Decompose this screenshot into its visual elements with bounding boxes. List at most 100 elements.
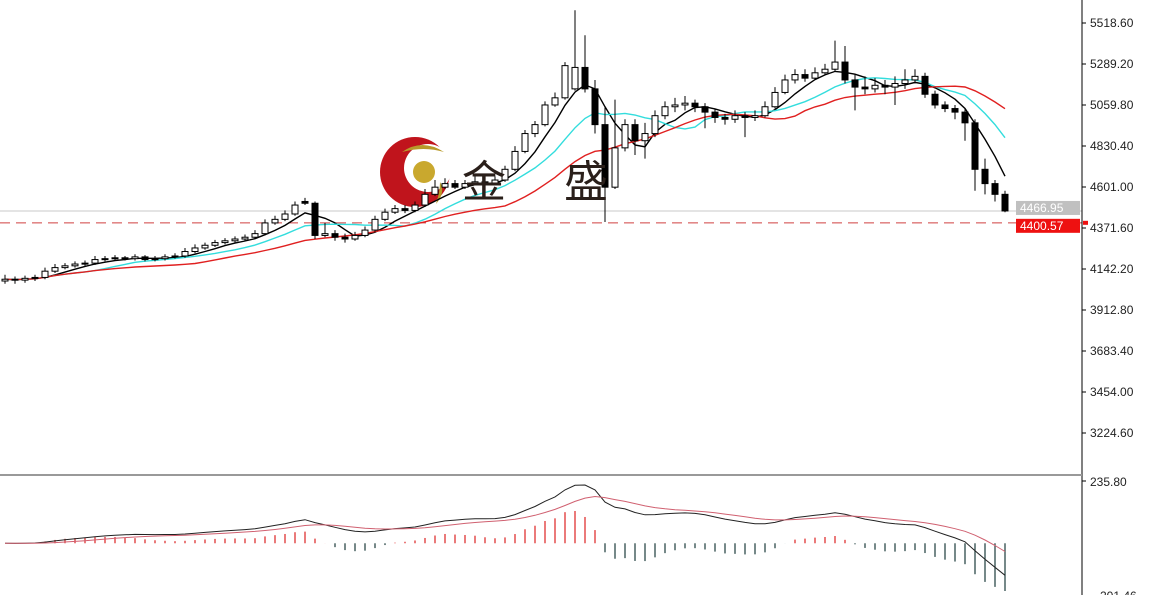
- candle-down: [631, 124, 639, 142]
- marked-price-marker: [1083, 220, 1088, 225]
- candle-up: [891, 83, 899, 88]
- price-tick-label: 3454.00: [1090, 385, 1134, 399]
- candle-down: [341, 236, 349, 240]
- candle-up: [31, 276, 39, 279]
- candle-down: [701, 106, 709, 113]
- candle-up: [281, 213, 289, 220]
- ma20-line: [4, 85, 1006, 281]
- candle-up: [381, 211, 389, 220]
- candle-up: [781, 79, 789, 93]
- candle-down: [931, 93, 939, 106]
- candle-up: [241, 236, 249, 240]
- candle-up: [201, 244, 209, 249]
- candle-up: [491, 179, 499, 185]
- candle-down: [401, 208, 409, 211]
- candle-up: [211, 242, 219, 246]
- price-tick-label: 5289.20: [1090, 57, 1134, 71]
- jinsheng-logo: [380, 137, 452, 207]
- macd-dif-line: [4, 484, 1006, 576]
- candle-up: [511, 150, 519, 170]
- candle-up: [731, 115, 739, 120]
- marked-price-badge: [1016, 218, 1080, 233]
- candle-down: [851, 79, 859, 88]
- candle-up: [291, 204, 299, 215]
- candle-down: [861, 86, 869, 90]
- candle-down: [801, 74, 809, 79]
- candle-down: [741, 115, 749, 118]
- candle-up: [541, 104, 549, 126]
- candle-up: [131, 256, 139, 260]
- candle-up: [51, 267, 59, 272]
- candle-up: [251, 233, 259, 238]
- candle-up: [621, 124, 629, 149]
- candle-up: [361, 229, 369, 236]
- current-price-label: 4466.95: [1020, 201, 1064, 215]
- price-tick-label: 4601.00: [1090, 180, 1134, 194]
- candle-up: [551, 97, 559, 106]
- ma10-line: [4, 77, 1006, 281]
- candle-up: [231, 238, 239, 242]
- candle-down: [591, 88, 599, 126]
- macd-axis-bottom: -201.46: [1096, 589, 1137, 595]
- candle-down: [971, 122, 979, 170]
- candle-down: [941, 104, 949, 110]
- candle-up: [821, 68, 829, 74]
- price-tick-label: 5518.60: [1090, 16, 1134, 30]
- candle-up: [641, 133, 649, 142]
- candle-up: [611, 147, 619, 188]
- candle-down: [311, 202, 319, 236]
- price-tick-label: 3912.80: [1090, 303, 1134, 317]
- macd-axis-top: 235.80: [1090, 475, 1127, 489]
- current-price-badge: [1016, 200, 1080, 215]
- candle-up: [271, 218, 279, 224]
- candle-up: [411, 204, 419, 211]
- price-tick-label: 5059.80: [1090, 98, 1134, 112]
- candle-down: [961, 111, 969, 124]
- candle-down: [721, 116, 729, 120]
- candle-down: [331, 233, 339, 238]
- candle-up: [41, 270, 49, 278]
- candle-up: [171, 255, 179, 258]
- price-tick-label: 4142.20: [1090, 262, 1134, 276]
- candle-up: [661, 106, 669, 117]
- candle-down: [301, 200, 309, 204]
- candle-down: [481, 181, 489, 185]
- candle-up: [101, 258, 109, 261]
- candle-down: [841, 61, 849, 81]
- candle-down: [711, 111, 719, 118]
- candle-up: [221, 240, 229, 244]
- candle-down: [881, 84, 889, 88]
- candle-down: [581, 66, 589, 90]
- candle-up: [671, 104, 679, 108]
- candle-up: [871, 84, 879, 90]
- candle-down: [451, 183, 459, 188]
- candle-down: [981, 168, 989, 185]
- candle-up: [81, 262, 89, 265]
- candle-up: [391, 208, 399, 213]
- candle-up: [461, 183, 469, 188]
- candle-up: [651, 115, 659, 135]
- candle-up: [191, 247, 199, 253]
- panel-separator: [0, 474, 1082, 476]
- price-tick-label: 3224.60: [1090, 426, 1134, 440]
- candle-up: [901, 79, 909, 85]
- candle-up: [21, 277, 29, 281]
- candle-up: [791, 74, 799, 81]
- candle-up: [811, 72, 819, 79]
- candle-up: [61, 265, 69, 269]
- candle-up: [371, 218, 379, 231]
- candle-up: [471, 181, 479, 185]
- candle-up: [151, 258, 159, 261]
- candle-up: [521, 133, 529, 152]
- candle-down: [951, 108, 959, 113]
- candle-down: [121, 257, 129, 260]
- candle-up: [181, 251, 189, 257]
- candle-up: [751, 115, 759, 118]
- candle-down: [921, 75, 929, 95]
- candle-up: [261, 222, 269, 235]
- candle-down: [691, 102, 699, 108]
- candle-down: [991, 183, 999, 195]
- price-tick-label: 3683.40: [1090, 344, 1134, 358]
- candle-up: [1, 278, 9, 282]
- candle-up: [351, 234, 359, 240]
